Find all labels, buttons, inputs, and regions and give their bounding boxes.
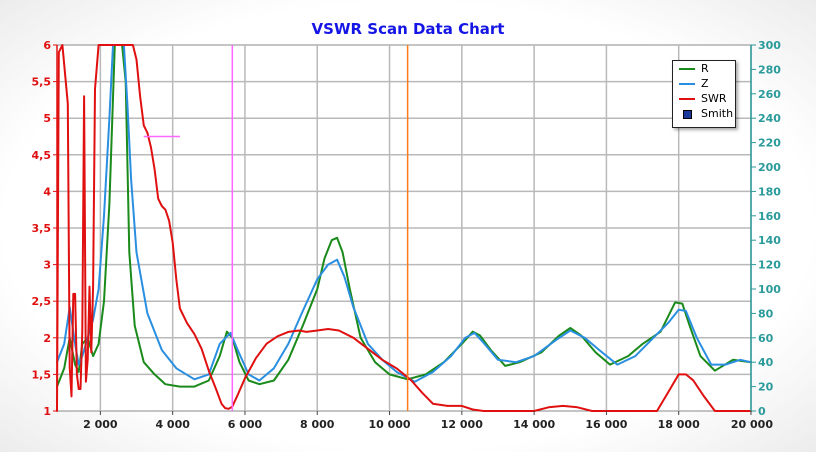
right-tick-label: 220	[758, 137, 781, 150]
left-tick-label: 3,5	[32, 222, 52, 235]
left-tick-label: 6	[43, 39, 51, 52]
x-tick-label: 18 000	[658, 418, 700, 431]
marker-layer	[143, 45, 409, 411]
right-tick-label: 300	[758, 39, 781, 52]
x-tick-label: 16 000	[585, 418, 627, 431]
legend-swatch-swr	[679, 98, 695, 100]
right-tick-label: 20	[758, 381, 774, 394]
left-tick-label: 5,5	[32, 76, 52, 89]
left-tick-label: 2	[43, 332, 51, 345]
right-tick-label: 60	[758, 332, 774, 345]
right-tick-label: 40	[758, 356, 774, 369]
x-tick-label: 12 000	[441, 418, 483, 431]
right-tick-label: 240	[758, 112, 781, 125]
legend-label-smith: Smith	[701, 107, 734, 120]
legend-item-smith: Smith	[673, 107, 735, 121]
right-tick-label: 80	[758, 307, 774, 320]
legend-swatch-r	[679, 68, 695, 70]
legend-label-swr: SWR	[701, 92, 727, 105]
right-tick-label: 200	[758, 161, 781, 174]
x-tick-label: 4 000	[155, 418, 190, 431]
legend-item-r: R	[673, 62, 735, 76]
legend-swatch-smith	[683, 110, 692, 119]
left-tick-label: 1	[43, 405, 51, 418]
right-tick-label: 0	[758, 405, 766, 418]
left-tick-label: 4,5	[32, 149, 52, 162]
grid-lines	[57, 45, 752, 411]
legend-item-z: Z	[673, 77, 735, 91]
left-axis-ticks: 1 1,5 2 2,5 3 3,5 4 4,5 5 5,5 6	[32, 39, 57, 418]
x-tick-label: 2 000	[83, 418, 118, 431]
legend-label-z: Z	[701, 77, 709, 90]
right-tick-label: 260	[758, 88, 781, 101]
left-tick-label: 4	[43, 185, 51, 198]
right-tick-label: 140	[758, 234, 781, 247]
x-tick-label: 14 000	[513, 418, 555, 431]
series-line-z	[56, 44, 752, 383]
x-tick-label: 6 000	[228, 418, 263, 431]
right-tick-label: 100	[758, 283, 781, 296]
x-tick-label: 10 000	[368, 418, 410, 431]
left-tick-label: 1,5	[32, 368, 52, 381]
legend-item-swr: SWR	[673, 92, 735, 106]
right-axis-ticks: 0 20 40 60 80 100 120 140 160 180 200 220 240 260 280 3…	[751, 39, 781, 418]
legend-swatch-z	[679, 83, 695, 85]
legend: R Z SWR Smith	[672, 60, 736, 128]
x-axis-ticks: 2 000 4 000 6 000 8 000 10 000 12 000 14 000 16…	[83, 411, 773, 431]
series-layer	[56, 44, 752, 412]
left-tick-label: 3	[43, 259, 51, 272]
series-line-swr	[56, 44, 752, 412]
chart-title: VSWR Scan Data Chart	[311, 20, 505, 38]
left-tick-label: 5	[43, 112, 51, 125]
right-tick-label: 120	[758, 259, 781, 272]
right-tick-label: 160	[758, 210, 781, 223]
right-tick-label: 180	[758, 185, 781, 198]
x-tick-label: 20 000	[731, 418, 773, 431]
right-tick-label: 280	[758, 63, 781, 76]
legend-label-r: R	[701, 62, 709, 75]
left-tick-label: 2,5	[32, 295, 52, 308]
x-tick-label: 8 000	[300, 418, 335, 431]
